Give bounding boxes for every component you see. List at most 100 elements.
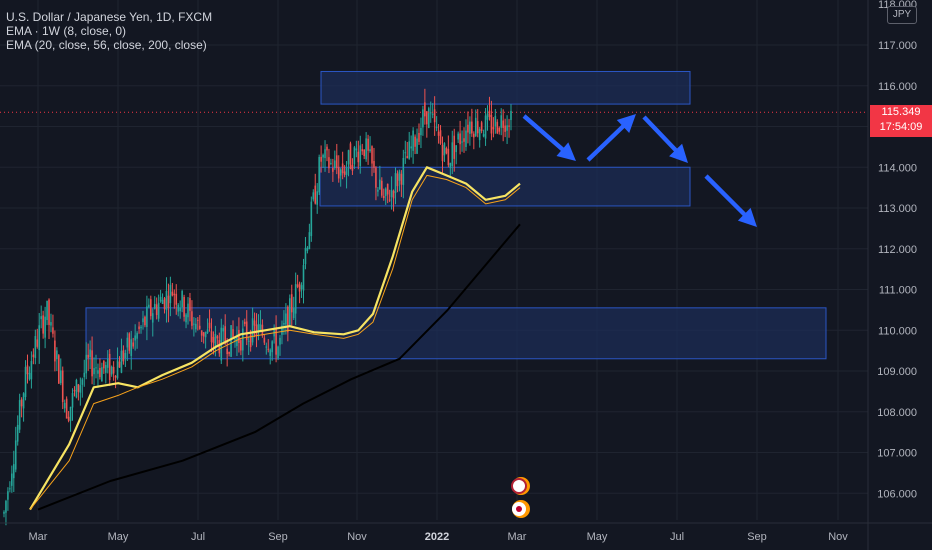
candle-body: [461, 141, 463, 143]
candle-body: [171, 291, 174, 296]
ema-20-line: [29, 174, 521, 510]
candle-body: [234, 339, 236, 341]
candle-body: [245, 321, 248, 341]
candle-body: [204, 331, 207, 338]
candle-body: [251, 318, 254, 343]
candle-body: [382, 195, 385, 199]
candle-body: [159, 296, 162, 302]
candle-body: [300, 285, 303, 290]
time-tick-label: Nov: [347, 531, 367, 543]
time-tick-label: Jul: [191, 531, 205, 543]
candle-body: [101, 367, 103, 382]
time-tick-label: Mar: [29, 531, 48, 543]
candle-body: [363, 149, 365, 157]
time-tick-label: 2022: [425, 531, 449, 543]
projection-arrow: [642, 115, 688, 163]
candle-body: [151, 313, 154, 323]
candle-body: [373, 161, 375, 168]
candle-body: [163, 298, 166, 310]
candle-body: [492, 127, 495, 130]
candle-body: [420, 127, 422, 136]
candle-body: [394, 172, 397, 194]
candle-body: [359, 145, 362, 166]
candle-body: [26, 365, 29, 375]
candle-body: [398, 171, 401, 181]
candle-body: [447, 148, 450, 166]
candle-body: [138, 326, 140, 329]
candle-body: [335, 155, 338, 169]
candle-body: [103, 360, 105, 369]
candle-body: [20, 399, 23, 407]
candle-body: [416, 138, 418, 154]
candle-body: [406, 156, 409, 159]
last-price-countdown: 17:54:09: [879, 121, 923, 133]
candle-body: [243, 321, 246, 324]
candle-body: [488, 110, 491, 118]
candle-body: [400, 173, 403, 185]
candle-body: [173, 293, 176, 296]
price-tick-label: 113.000: [878, 203, 917, 215]
candle-body: [294, 284, 297, 314]
candle-body: [480, 122, 483, 132]
candle-body: [429, 112, 432, 114]
candle-body: [179, 307, 181, 312]
candle-body: [455, 145, 457, 153]
candle-body: [402, 157, 405, 185]
last-price-value: 115.349: [881, 106, 921, 118]
candle-body: [216, 336, 219, 339]
candle-body: [508, 125, 510, 127]
candle-body: [390, 189, 393, 198]
candle-body: [12, 464, 15, 479]
candle-body: [412, 130, 414, 151]
price-tick-label: 114.000: [878, 162, 917, 174]
candle-body: [165, 290, 168, 311]
candle-body: [65, 398, 68, 419]
candle-body: [69, 406, 72, 422]
candle-body: [265, 346, 268, 348]
candle-body: [347, 150, 350, 165]
candle-body: [392, 190, 395, 199]
candle-body: [349, 143, 352, 170]
candle-body: [474, 117, 477, 137]
candle-body: [427, 108, 430, 128]
candle-body: [238, 329, 240, 344]
currency-badge[interactable]: JPY: [887, 6, 917, 24]
time-tick-label: Mar: [508, 531, 527, 543]
candle-body: [242, 328, 244, 351]
candle-body: [71, 393, 74, 408]
candle-body: [212, 336, 215, 344]
candle-body: [279, 337, 281, 345]
candle-body: [124, 353, 127, 359]
candle-body: [195, 323, 197, 330]
candle-body: [9, 488, 11, 490]
price-tick-label: 112.000: [878, 244, 917, 256]
candle-body: [486, 113, 489, 120]
candle-body: [214, 334, 217, 348]
candle-body: [200, 330, 203, 336]
candle-body: [24, 366, 27, 398]
candle-body: [185, 314, 187, 323]
projection-arrow: [586, 114, 636, 162]
price-tick-label: 111.000: [879, 285, 917, 297]
price-tick-label: 109.000: [877, 366, 917, 378]
candle-body: [494, 115, 497, 127]
candle-body: [61, 370, 64, 403]
candle-body: [328, 157, 330, 169]
candle-body: [449, 162, 452, 169]
price-tick-label: 108.000: [877, 407, 917, 419]
candle-body: [324, 149, 326, 159]
candle-body: [130, 339, 133, 356]
candle-body: [353, 147, 356, 165]
candle-body: [36, 339, 39, 347]
candle-body: [40, 316, 42, 320]
candle-body: [371, 146, 373, 164]
candle-body: [7, 491, 9, 500]
candle-body: [54, 340, 56, 362]
candle-body: [478, 129, 481, 141]
candle-body: [502, 120, 504, 128]
candle-body: [437, 131, 440, 136]
candle-body: [510, 110, 512, 121]
candle-body: [308, 232, 311, 250]
